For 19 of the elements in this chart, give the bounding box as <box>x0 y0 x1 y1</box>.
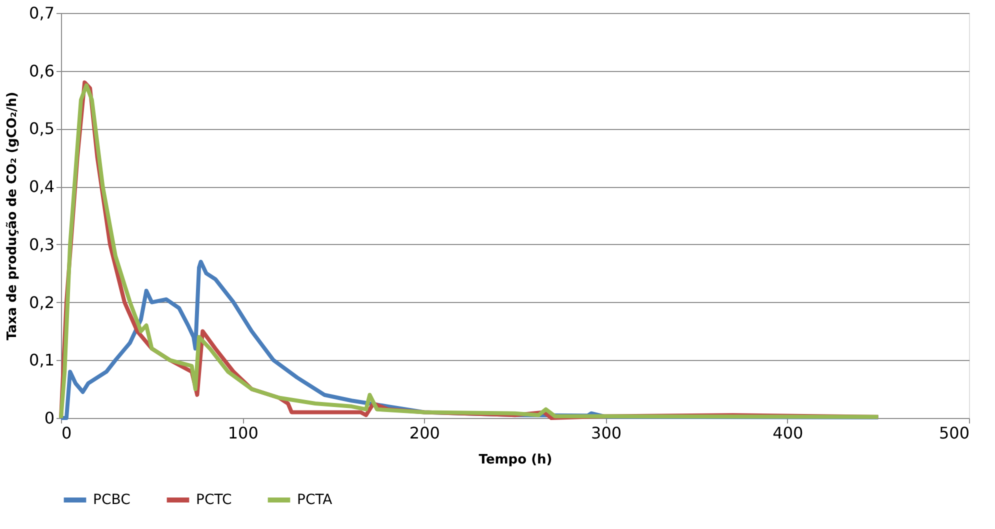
x-tick-label: 500 <box>938 424 970 442</box>
y-tick-label: 0,4 <box>29 177 54 196</box>
y-tick-label: 0,2 <box>29 292 54 312</box>
y-tick-label: 0 <box>44 408 54 428</box>
y-axis-title: Taxa de produção de CO₂ (gCO₂/h) <box>5 92 20 340</box>
x-tick-label: 300 <box>591 424 622 442</box>
legend-label: PCBC <box>93 492 131 508</box>
x-tick-label: 400 <box>772 424 804 442</box>
y-tick-label: 0,6 <box>29 61 54 80</box>
legend-label: PCTA <box>297 492 333 508</box>
x-tick-label: 100 <box>228 424 258 442</box>
x-tick-label: 0 <box>62 424 72 442</box>
y-tick-label: 0,1 <box>29 350 54 370</box>
legend-label: PCTC <box>196 492 232 508</box>
y-tick-label: 0,3 <box>29 234 54 254</box>
y-tick-label: 0,5 <box>29 119 54 138</box>
x-tick-label: 200 <box>409 424 440 442</box>
y-tick-label: 0,7 <box>29 4 54 22</box>
x-axis-title: Tempo (h) <box>478 452 552 468</box>
